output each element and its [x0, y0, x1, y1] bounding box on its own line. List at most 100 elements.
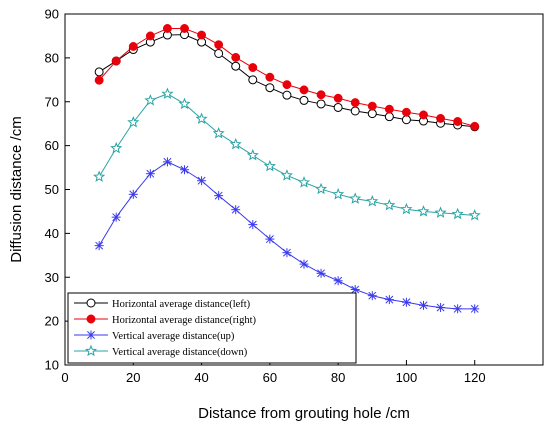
- data-point: [316, 99, 326, 109]
- data-point: [248, 63, 258, 72]
- data-point: [248, 75, 258, 85]
- data-point: [315, 182, 328, 195]
- data-point: [282, 90, 292, 100]
- data-point: [110, 141, 123, 154]
- data-point: [350, 98, 360, 108]
- legend-marker: [86, 330, 96, 340]
- data-point: [280, 169, 293, 181]
- y-tick-label: 40: [45, 226, 59, 241]
- series-2: [94, 157, 480, 314]
- data-point: [263, 159, 276, 172]
- legend-item: Vertical average distance(down): [74, 344, 248, 358]
- x-tick-label: 100: [396, 370, 418, 385]
- legend-label: Horizontal average distance(right): [112, 315, 257, 326]
- data-point: [299, 259, 309, 269]
- x-tick-label: 40: [194, 370, 208, 385]
- data-point: [436, 303, 446, 313]
- data-point: [333, 93, 343, 103]
- data-point: [383, 198, 396, 211]
- x-tick-label: 80: [331, 370, 345, 385]
- y-tick-label: 20: [45, 314, 59, 329]
- data-point: [333, 276, 343, 286]
- data-point: [229, 137, 242, 150]
- data-point: [367, 109, 377, 119]
- data-point: [282, 80, 292, 90]
- data-point: [366, 195, 379, 207]
- legend-marker: [86, 298, 96, 308]
- legend-label: Vertical average distance(down): [112, 347, 248, 358]
- data-point: [349, 192, 362, 204]
- x-tick-label: 0: [61, 370, 68, 385]
- data-point: [299, 85, 309, 95]
- data-point: [246, 148, 259, 161]
- data-point: [128, 42, 138, 51]
- data-point: [111, 212, 121, 222]
- series-1: [94, 24, 480, 131]
- data-point: [212, 126, 225, 139]
- y-tick-label: 50: [45, 182, 59, 197]
- data-point: [419, 300, 428, 310]
- data-point: [145, 31, 155, 41]
- data-point: [180, 165, 189, 175]
- data-point: [93, 170, 106, 182]
- y-tick-label: 80: [45, 50, 59, 65]
- data-point: [111, 56, 121, 66]
- data-point: [470, 121, 480, 131]
- data-point: [297, 176, 311, 188]
- data-point: [332, 187, 345, 200]
- data-point: [401, 115, 411, 125]
- series-line: [98, 93, 475, 216]
- legend-item: Horizontal average distance(left): [74, 298, 251, 310]
- legend-label: Horizontal average distance(left): [112, 299, 251, 310]
- legend-item: Horizontal average distance(right): [74, 314, 257, 326]
- data-point: [400, 202, 413, 215]
- data-point: [161, 87, 174, 99]
- data-point: [127, 116, 140, 128]
- data-point: [214, 191, 224, 201]
- data-point: [401, 107, 411, 117]
- data-point: [299, 95, 309, 105]
- legend-label: Vertical average distance(up): [112, 331, 235, 342]
- data-point: [144, 94, 157, 106]
- data-point: [128, 189, 138, 199]
- series-3: [93, 87, 481, 221]
- data-point: [419, 110, 428, 120]
- data-point: [453, 117, 463, 126]
- data-point: [316, 90, 326, 100]
- data-point: [367, 101, 377, 111]
- data-point: [145, 169, 155, 179]
- y-tick-label: 70: [45, 94, 59, 109]
- series-line: [98, 27, 475, 127]
- y-axis-title: Diffusion distance /cm: [8, 116, 25, 262]
- data-point: [453, 304, 463, 314]
- x-tick-label: 60: [263, 370, 277, 385]
- y-tick-label: 60: [45, 138, 59, 153]
- data-point: [178, 97, 191, 110]
- data-point: [214, 40, 224, 50]
- data-point: [197, 176, 207, 186]
- data-point: [265, 72, 275, 82]
- legend-marker: [86, 314, 96, 324]
- data-point: [282, 248, 292, 258]
- data-point: [350, 106, 360, 116]
- data-point: [265, 234, 275, 244]
- data-point: [248, 220, 258, 230]
- data-point: [316, 268, 326, 278]
- data-point: [401, 297, 411, 307]
- data-point: [214, 48, 224, 58]
- data-point: [94, 75, 104, 85]
- data-point: [231, 52, 241, 62]
- data-point: [436, 113, 446, 123]
- data-point: [384, 112, 394, 122]
- y-tick-label: 90: [45, 7, 59, 22]
- data-point: [384, 295, 394, 305]
- data-point: [197, 30, 207, 40]
- legend-box: [67, 292, 357, 364]
- y-tick-label: 10: [45, 358, 59, 373]
- data-point: [231, 61, 241, 71]
- data-point: [162, 24, 172, 33]
- data-point: [94, 241, 104, 251]
- data-point: [265, 83, 275, 93]
- y-tick-label: 30: [45, 270, 59, 285]
